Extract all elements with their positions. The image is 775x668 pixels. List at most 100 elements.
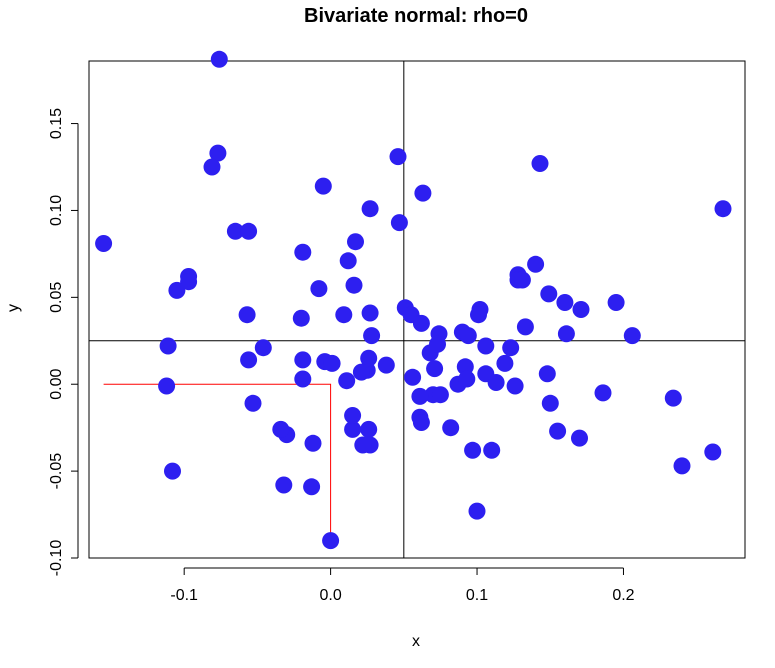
scatter-point	[338, 372, 356, 390]
scatter-point	[527, 255, 545, 273]
scatter-point	[159, 337, 177, 355]
scatter-point	[361, 304, 379, 322]
scatter-point	[377, 356, 395, 374]
scatter-point	[516, 318, 534, 336]
x-tick-label: 0.2	[612, 587, 634, 604]
scatter-point	[538, 365, 556, 383]
scatter-point	[411, 387, 429, 405]
scatter-point	[607, 294, 625, 311]
scatter-point	[556, 294, 574, 311]
scatter-point	[426, 360, 444, 378]
scatter-point	[323, 354, 341, 372]
x-tick-label: 0.0	[319, 587, 341, 604]
scatter-point	[352, 363, 370, 381]
scatter-point	[209, 144, 227, 162]
scatter-point	[557, 325, 575, 343]
y-tick-label: -0.05	[48, 453, 65, 490]
chart-title: Bivariate normal: rho=0	[304, 5, 528, 27]
scatter-point	[513, 271, 531, 289]
y-tick-label: 0.00	[48, 369, 65, 400]
scatter-point	[404, 368, 422, 386]
scatter-point	[238, 306, 256, 324]
scatter-point	[470, 306, 487, 324]
scatter-point	[496, 354, 514, 372]
scatter-point	[502, 339, 520, 357]
data-points	[95, 50, 732, 550]
y-tick-label: 0.10	[48, 195, 65, 226]
scatter-point	[363, 327, 381, 345]
plot-frame	[88, 60, 746, 559]
scatter-point	[344, 420, 362, 438]
scatter-point	[477, 337, 495, 355]
scatter-point	[347, 233, 364, 251]
scatter-point	[226, 222, 244, 240]
scatter-point	[294, 243, 312, 261]
scatter-point	[180, 273, 198, 291]
scatter-point	[254, 339, 272, 357]
scatter-point	[345, 276, 363, 294]
scatter-point	[210, 50, 228, 68]
scatter-point	[275, 476, 293, 494]
scatter-point	[714, 200, 732, 218]
scatter-point	[158, 377, 176, 395]
x-axis: -0.1 0.0 0.1 0.2	[170, 567, 635, 604]
scatter-point	[303, 478, 321, 496]
scatter-point	[572, 301, 590, 318]
scatter-point	[431, 386, 449, 404]
guide-path	[103, 383, 332, 541]
scatter-point	[244, 394, 262, 412]
scatter-point	[412, 314, 430, 332]
y-tick-label: 0.15	[48, 108, 65, 139]
scatter-point	[335, 306, 353, 324]
scatter-point	[571, 429, 588, 447]
scatter-point	[95, 235, 113, 252]
scatter-point	[487, 374, 505, 391]
scatter-point	[339, 252, 357, 270]
scatter-point	[458, 370, 476, 388]
scatter-point	[429, 335, 446, 353]
scatter-point	[294, 370, 312, 388]
scatter-point	[483, 441, 501, 459]
scatter-point	[531, 155, 549, 172]
x-tick-label: 0.1	[466, 587, 488, 604]
scatter-point	[240, 222, 258, 240]
scatter-point	[240, 351, 258, 369]
scatter-point	[459, 327, 477, 345]
scatter-point	[292, 309, 310, 327]
scatter-point	[322, 532, 340, 550]
scatter-point	[594, 384, 612, 402]
scatter-point	[664, 389, 682, 407]
scatter-point	[361, 200, 379, 218]
scatter-point	[414, 184, 432, 202]
scatter-point	[354, 436, 372, 454]
y-tick-label: -0.10	[48, 540, 65, 577]
x-axis-label: x	[412, 633, 420, 650]
scatter-point	[468, 502, 486, 520]
x-tick-label: -0.1	[170, 587, 198, 604]
scatter-point	[314, 177, 332, 195]
y-tick-label: 0.05	[48, 282, 65, 313]
scatter-point	[412, 414, 430, 431]
scatter-point	[294, 351, 312, 369]
scatter-point	[360, 349, 378, 367]
scatter-point	[464, 441, 482, 459]
y-axis: -0.10 -0.05 0.00 0.05 0.10 0.15	[48, 108, 79, 577]
scatter-point	[304, 434, 322, 452]
scatter-point	[506, 377, 524, 395]
y-axis-label: y	[5, 304, 22, 312]
scatter-point	[168, 281, 186, 299]
scatter-point	[344, 407, 362, 424]
red-guide-line	[103, 383, 332, 541]
scatter-point	[272, 420, 290, 438]
scatter-point	[540, 285, 558, 303]
scatter-point	[623, 327, 641, 345]
scatter-point	[360, 420, 378, 438]
scatter-point	[673, 457, 691, 475]
scatter-point	[389, 148, 407, 166]
scatter-point	[442, 419, 460, 437]
scatter-point	[310, 280, 328, 298]
scatter-point	[390, 214, 408, 232]
scatter-point	[203, 158, 221, 176]
scatter-point	[704, 443, 722, 461]
